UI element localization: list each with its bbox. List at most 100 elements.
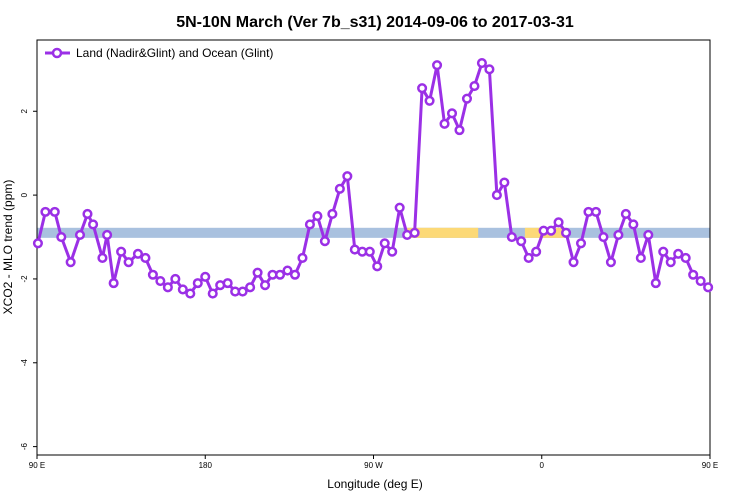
data-point: [461, 93, 473, 104]
data-point: [162, 282, 173, 293]
data-point: [673, 248, 684, 259]
data-point: [155, 275, 166, 287]
x-axis: 90 E 180 90 W 0 90 E: [29, 455, 718, 470]
data-point: [245, 282, 256, 293]
background-band: [37, 227, 710, 238]
data-point: [680, 252, 691, 264]
data-point: [568, 257, 579, 268]
data-point: [575, 238, 587, 249]
data-point: [643, 229, 654, 240]
y-tick-label: -6: [20, 443, 29, 451]
data-point: [439, 118, 450, 129]
legend-label: Land (Nadir&Glint) and Ocean (Glint): [76, 46, 273, 60]
data-point: [147, 269, 158, 280]
data-point: [605, 257, 616, 268]
data-point: [97, 252, 108, 264]
data-point: [446, 108, 458, 119]
data-point: [703, 282, 714, 293]
data-point: [140, 252, 151, 264]
data-point: [116, 246, 127, 257]
x-tick-label: 90 W: [364, 461, 383, 470]
data-point: [364, 246, 375, 257]
data-point: [297, 252, 308, 264]
data-point: [432, 60, 443, 71]
x-tick-label: 0: [540, 461, 545, 470]
ocean-band: [407, 227, 479, 238]
plot-frame: [36, 39, 711, 456]
data-point: [417, 83, 428, 94]
y-axis-label: XCO2 - MLO trend (ppm): [1, 180, 15, 315]
data-point: [546, 225, 557, 236]
data-point: [598, 231, 609, 243]
data-point: [531, 246, 542, 257]
data-point: [177, 284, 188, 295]
data-point: [82, 208, 93, 220]
data-point: [123, 257, 134, 268]
data-point: [394, 202, 405, 213]
data-point: [469, 81, 480, 92]
x-tick-label: 180: [199, 461, 213, 470]
y-tick-label: -2: [20, 275, 29, 283]
data-point: [553, 217, 564, 228]
land-band: [37, 227, 710, 238]
y-tick-label: -4: [20, 359, 29, 367]
data-point: [491, 190, 502, 201]
data-point: [192, 278, 203, 289]
data-point: [40, 206, 51, 217]
data-point: [484, 64, 495, 75]
data-point: [132, 248, 143, 259]
legend: Land (Nadir&Glint) and Ocean (Glint): [45, 46, 273, 60]
x-tick-label: 90 E: [702, 461, 718, 470]
data-point: [304, 219, 315, 230]
series-layer: [32, 58, 714, 299]
data-point: [620, 208, 631, 220]
x-axis-label: Longitude (deg E): [327, 477, 422, 491]
data-point: [688, 269, 699, 280]
data-point: [282, 265, 293, 276]
data-point: [327, 208, 338, 220]
data-point: [628, 219, 639, 230]
data-point: [523, 252, 534, 264]
legend-marker: [51, 47, 63, 59]
data-point: [379, 238, 390, 249]
data-point: [635, 252, 646, 264]
y-tick-label: 2: [20, 108, 29, 113]
y-tick-label: 0: [20, 192, 29, 197]
data-point: [32, 238, 43, 249]
data-point: [237, 286, 248, 297]
y-axis: 2 0 -2 -4 -6: [20, 108, 37, 450]
data-point: [49, 206, 60, 217]
data-point: [170, 273, 181, 284]
data-point: [65, 257, 76, 268]
data-point: [372, 261, 383, 272]
data-point: [561, 227, 572, 238]
data-point: [658, 246, 669, 257]
data-point: [454, 125, 465, 136]
data-point: [207, 288, 218, 299]
data-point: [289, 269, 301, 280]
data-point: [613, 229, 624, 240]
x-tick-label: 90 E: [29, 461, 45, 470]
data-point: [312, 211, 323, 222]
data-point: [88, 219, 99, 230]
data-point: [506, 231, 517, 243]
data-point: [665, 257, 676, 268]
data-point: [342, 171, 353, 182]
data-point: [200, 271, 211, 282]
data-point: [319, 236, 330, 247]
data-point: [650, 278, 661, 289]
data-point: [185, 288, 196, 299]
chart-title: 5N-10N March (Ver 7b_s31) 2014-09-06 to …: [176, 14, 574, 31]
data-point: [387, 246, 398, 257]
data-point: [274, 269, 286, 280]
data-point: [590, 206, 602, 217]
data-point: [409, 227, 420, 238]
data-point: [56, 231, 67, 243]
data-point: [334, 183, 345, 194]
data-point: [252, 267, 263, 278]
data-point: [260, 280, 271, 291]
data-point: [108, 278, 119, 289]
data-point: [102, 229, 113, 240]
data-point: [695, 275, 706, 287]
